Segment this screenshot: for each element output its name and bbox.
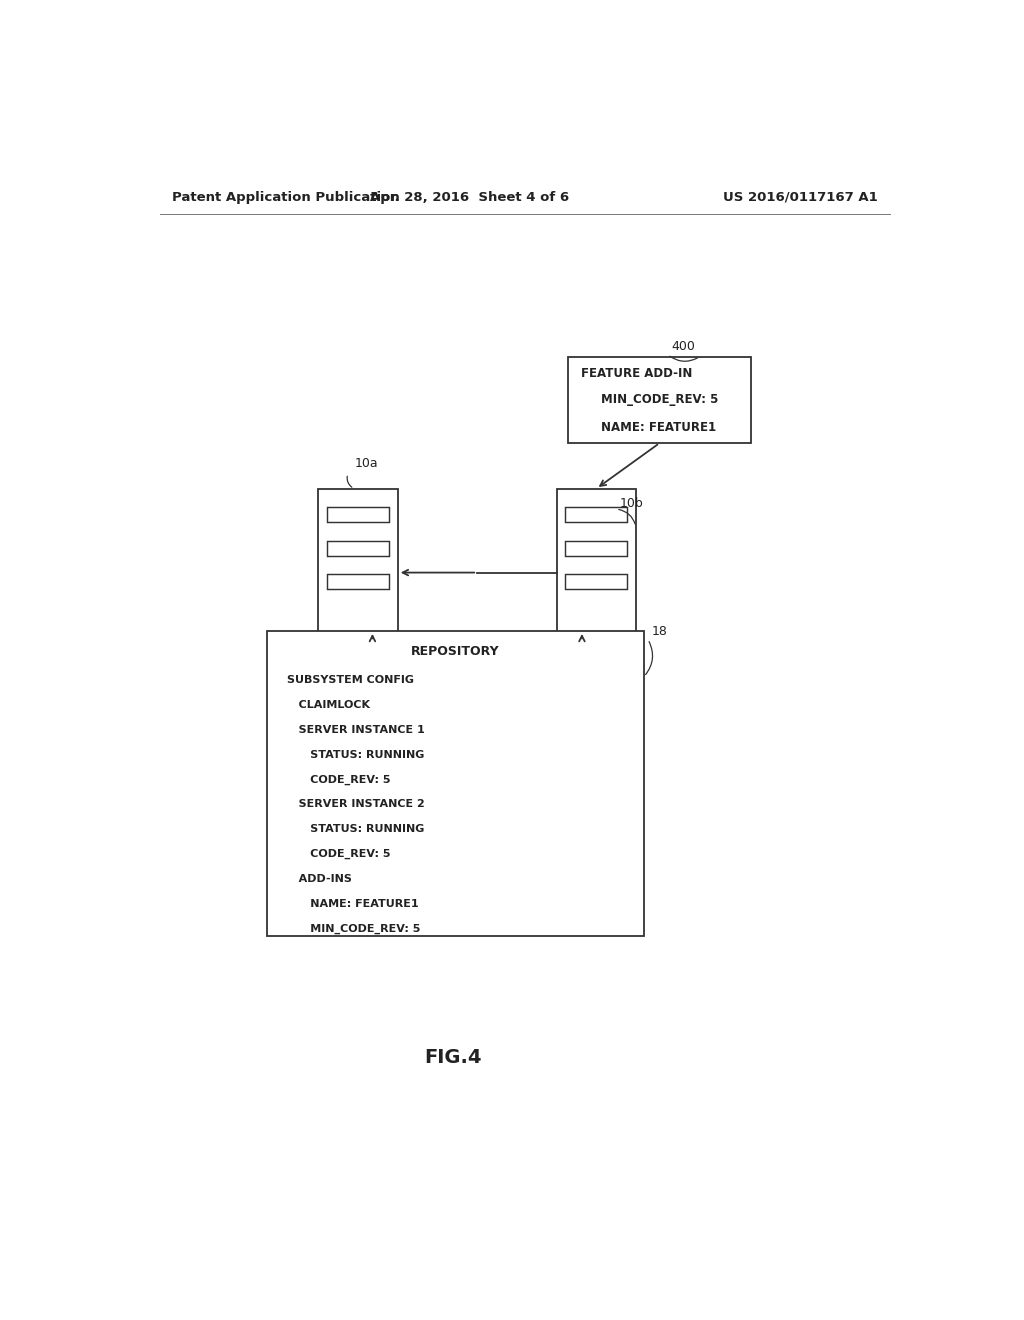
Text: SERVER INSTANCE 2: SERVER INSTANCE 2 bbox=[287, 800, 425, 809]
Bar bbox=[328, 574, 389, 589]
Text: MIN_CODE_REV: 5: MIN_CODE_REV: 5 bbox=[287, 924, 420, 935]
Bar bbox=[556, 488, 636, 642]
Bar bbox=[565, 507, 627, 523]
Text: 400: 400 bbox=[672, 341, 695, 352]
Text: CODE_REV: 5: CODE_REV: 5 bbox=[287, 775, 390, 784]
Bar bbox=[565, 541, 627, 556]
Text: REPOSITORY: REPOSITORY bbox=[411, 645, 500, 657]
Text: NAME: FEATURE1: NAME: FEATURE1 bbox=[601, 421, 717, 434]
Text: SERVER INSTANCE 1: SERVER INSTANCE 1 bbox=[287, 725, 425, 735]
Bar bbox=[328, 507, 389, 523]
Text: US 2016/0117167 A1: US 2016/0117167 A1 bbox=[723, 190, 878, 203]
Text: MIN_CODE_REV: 5: MIN_CODE_REV: 5 bbox=[601, 393, 719, 407]
Text: CODE_REV: 5: CODE_REV: 5 bbox=[287, 849, 390, 859]
Bar bbox=[267, 631, 644, 936]
Text: NAME: FEATURE1: NAME: FEATURE1 bbox=[287, 899, 419, 909]
Text: 10a: 10a bbox=[354, 457, 378, 470]
Text: STATUS: RUNNING: STATUS: RUNNING bbox=[287, 824, 424, 834]
Text: 18: 18 bbox=[652, 624, 668, 638]
Bar bbox=[568, 356, 751, 444]
Text: SUBSYSTEM CONFIG: SUBSYSTEM CONFIG bbox=[287, 675, 414, 685]
Text: FIG.4: FIG.4 bbox=[425, 1048, 482, 1068]
Text: STATUS: RUNNING: STATUS: RUNNING bbox=[287, 750, 424, 759]
Text: FEATURE ADD-IN: FEATURE ADD-IN bbox=[582, 367, 692, 380]
Bar bbox=[318, 488, 397, 642]
Bar bbox=[328, 541, 389, 556]
Text: Apr. 28, 2016  Sheet 4 of 6: Apr. 28, 2016 Sheet 4 of 6 bbox=[370, 190, 568, 203]
Bar bbox=[565, 574, 627, 589]
Text: Patent Application Publication: Patent Application Publication bbox=[172, 190, 399, 203]
Text: ADD-INS: ADD-INS bbox=[287, 874, 351, 884]
Text: CLAIMLOCK: CLAIMLOCK bbox=[287, 700, 370, 710]
Text: 10b: 10b bbox=[620, 498, 644, 511]
